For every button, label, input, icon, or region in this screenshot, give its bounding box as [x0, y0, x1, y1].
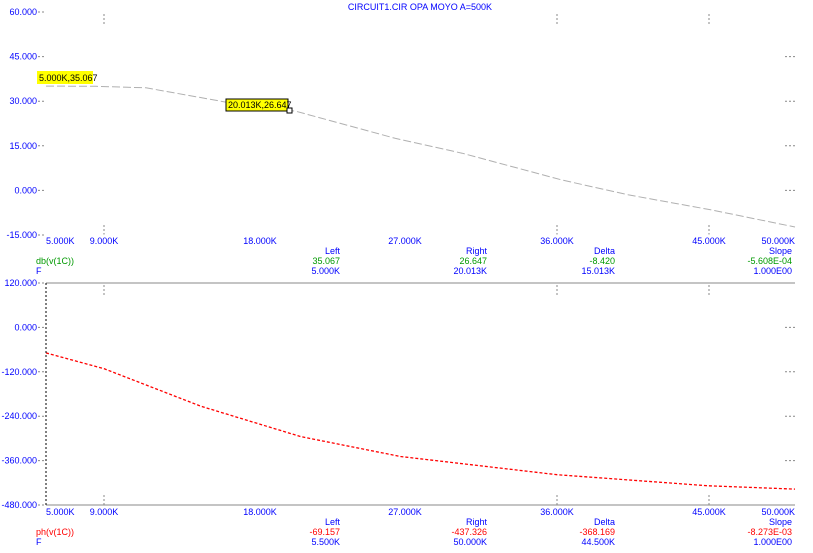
readout-value: 35.067	[312, 256, 340, 266]
x-tick-label: 5.000K	[46, 236, 75, 246]
readout-value: -69.157	[309, 527, 340, 537]
y-tick-label: 45.000	[9, 52, 37, 62]
y-tick-label: 15.000	[9, 141, 37, 151]
readout-header: Left	[325, 517, 341, 527]
y-tick-label: -360.000	[1, 456, 37, 466]
x-tick-label: 45.000K	[692, 236, 726, 246]
readout-header: Delta	[594, 246, 615, 256]
right-cursor-marker[interactable]	[286, 107, 293, 114]
readout-header: Right	[466, 246, 488, 256]
readout-row-name: db(v(1C))	[36, 256, 74, 266]
readout-value: -8.273E-03	[747, 527, 792, 537]
x-tick-label: 36.000K	[540, 236, 574, 246]
magnitude-plot: 60.000 45.000 30.000 15.000 0.000 -15.000 5.00…	[6, 7, 796, 276]
readout-row-name: F	[36, 266, 42, 276]
y-tick-label: 0.000	[14, 185, 37, 195]
y-tick-label: -15.000	[6, 230, 37, 240]
right-cursor-label[interactable]: 20.013K,26.647	[228, 100, 292, 110]
right-cursor-label-bg	[225, 98, 289, 112]
y-tick-label: -480.000	[1, 500, 37, 510]
readout-header: Right	[466, 517, 488, 527]
x-tick-label: 27.000K	[388, 507, 422, 517]
x-tick-label: 18.000K	[243, 507, 277, 517]
readout-value: 1.000E00	[753, 537, 792, 547]
readout-value: 26.647	[459, 256, 487, 266]
readout-value: 1.000E00	[753, 266, 792, 276]
readout-value: -437.326	[451, 527, 487, 537]
readout-row-name: F	[36, 537, 42, 547]
y-tick-label: -120.000	[1, 367, 37, 377]
x-tick-label: 9.000K	[90, 236, 119, 246]
readout-value: -5.608E-04	[747, 256, 792, 266]
series-line-phv1C	[45, 352, 796, 490]
x-tick-label: 45.000K	[692, 507, 726, 517]
readout-value: -368.169	[579, 527, 615, 537]
phase-plot: 120.000 0.000 -120.000 -240.000 -360.000 -480…	[1, 278, 796, 547]
y-tick-label: -240.000	[1, 411, 37, 421]
y-tick-label: 30.000	[9, 96, 37, 106]
readout-value: 5.000K	[311, 266, 340, 276]
readout-header: Slope	[769, 246, 792, 256]
left-cursor-label-bg	[37, 71, 93, 84]
x-tick-label: 9.000K	[90, 507, 119, 517]
readout-value: 15.013K	[581, 266, 615, 276]
x-tick-label: 50.000K	[761, 507, 795, 517]
left-cursor-label[interactable]: 5.000K,35.067	[39, 73, 98, 83]
y-tick-label: 60.000	[9, 7, 37, 17]
y-tick-label: 120.000	[4, 278, 37, 288]
readout-value: 5.500K	[311, 537, 340, 547]
readout-value: 20.013K	[453, 266, 487, 276]
readout-value: -8.420	[589, 256, 615, 266]
x-tick-label: 18.000K	[243, 236, 277, 246]
x-tick-label: 36.000K	[540, 507, 574, 517]
readout-header: Delta	[594, 517, 615, 527]
x-tick-label: 27.000K	[388, 236, 422, 246]
y-tick-label: 0.000	[14, 322, 37, 332]
series-line-dbv1C	[45, 85, 796, 228]
x-tick-label: 50.000K	[761, 236, 795, 246]
readout-header: Left	[325, 246, 341, 256]
chart-title: CIRCUIT1.CIR OPA MOYO A=500K	[348, 2, 492, 12]
readout-value: 50.000K	[453, 537, 487, 547]
readout-value: 44.500K	[581, 537, 615, 547]
readout-header: Slope	[769, 517, 792, 527]
readout-row-name: ph(v(1C))	[36, 527, 74, 537]
x-tick-label: 5.000K	[46, 507, 75, 517]
